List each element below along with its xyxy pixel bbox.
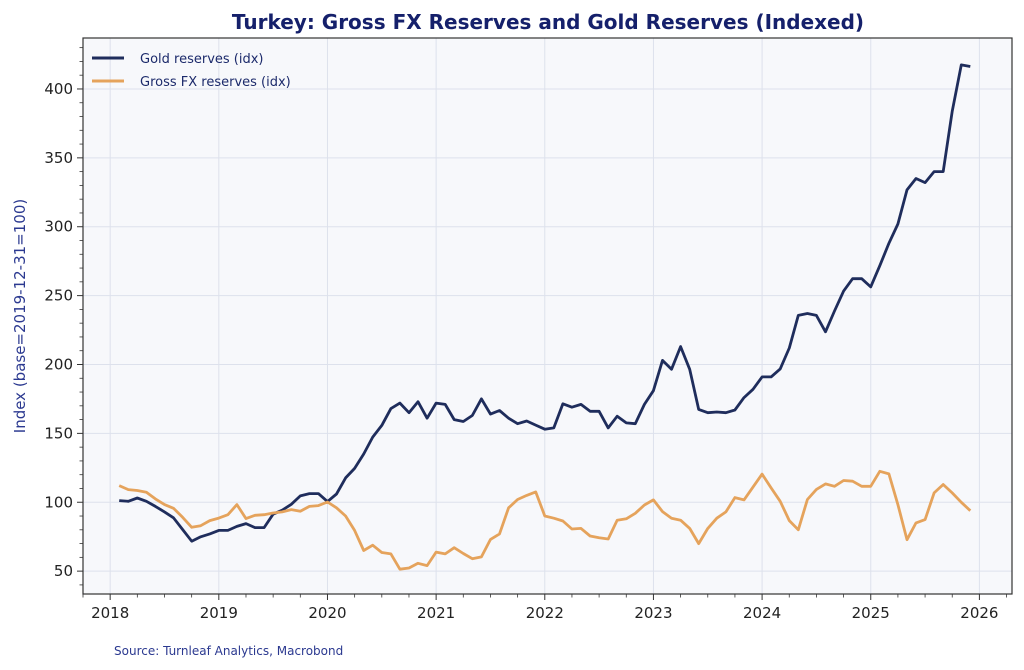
x-tick-label: 2018 <box>91 604 129 622</box>
legend-label-fx: Gross FX reserves (idx) <box>140 75 291 90</box>
y-tick-label: 300 <box>44 218 73 236</box>
x-tick-label: 2025 <box>852 604 890 622</box>
y-tick-label: 350 <box>44 149 73 167</box>
y-tick-label: 150 <box>44 424 73 442</box>
y-tick-label: 400 <box>44 80 73 98</box>
x-tick-label: 2026 <box>960 604 998 622</box>
x-tick-label: 2024 <box>743 604 781 622</box>
legend: Gold reserves (idx) Gross FX reserves (i… <box>92 52 291 90</box>
plot-frame <box>82 37 1013 595</box>
y-tick-label: 100 <box>44 493 73 511</box>
x-tick-label: 2022 <box>526 604 564 622</box>
grid-lines <box>83 38 1012 594</box>
y-tick-label: 50 <box>54 562 73 580</box>
x-tick-label: 2020 <box>308 604 346 622</box>
y-axis-label: Index (base=2019-12-31=100) <box>11 199 29 433</box>
source-note: Source: Turnleaf Analytics, Macrobond <box>114 644 343 658</box>
chart-title: Turkey: Gross FX Reserves and Gold Reser… <box>232 10 864 34</box>
x-tick-label: 2019 <box>200 604 238 622</box>
y-axis: 50 100 150 200 250 300 350 400 <box>44 47 83 586</box>
series-lines <box>118 63 972 571</box>
y-tick-label: 250 <box>44 287 73 305</box>
plot-area <box>83 38 1012 594</box>
x-tick-label: 2021 <box>417 604 455 622</box>
y-tick-label: 200 <box>44 355 73 373</box>
legend-label-gold: Gold reserves (idx) <box>140 52 264 67</box>
x-axis: 2018 2019 2020 2021 2022 2023 2024 2025 2026 <box>82 594 1007 622</box>
x-tick-label: 2023 <box>634 604 672 622</box>
